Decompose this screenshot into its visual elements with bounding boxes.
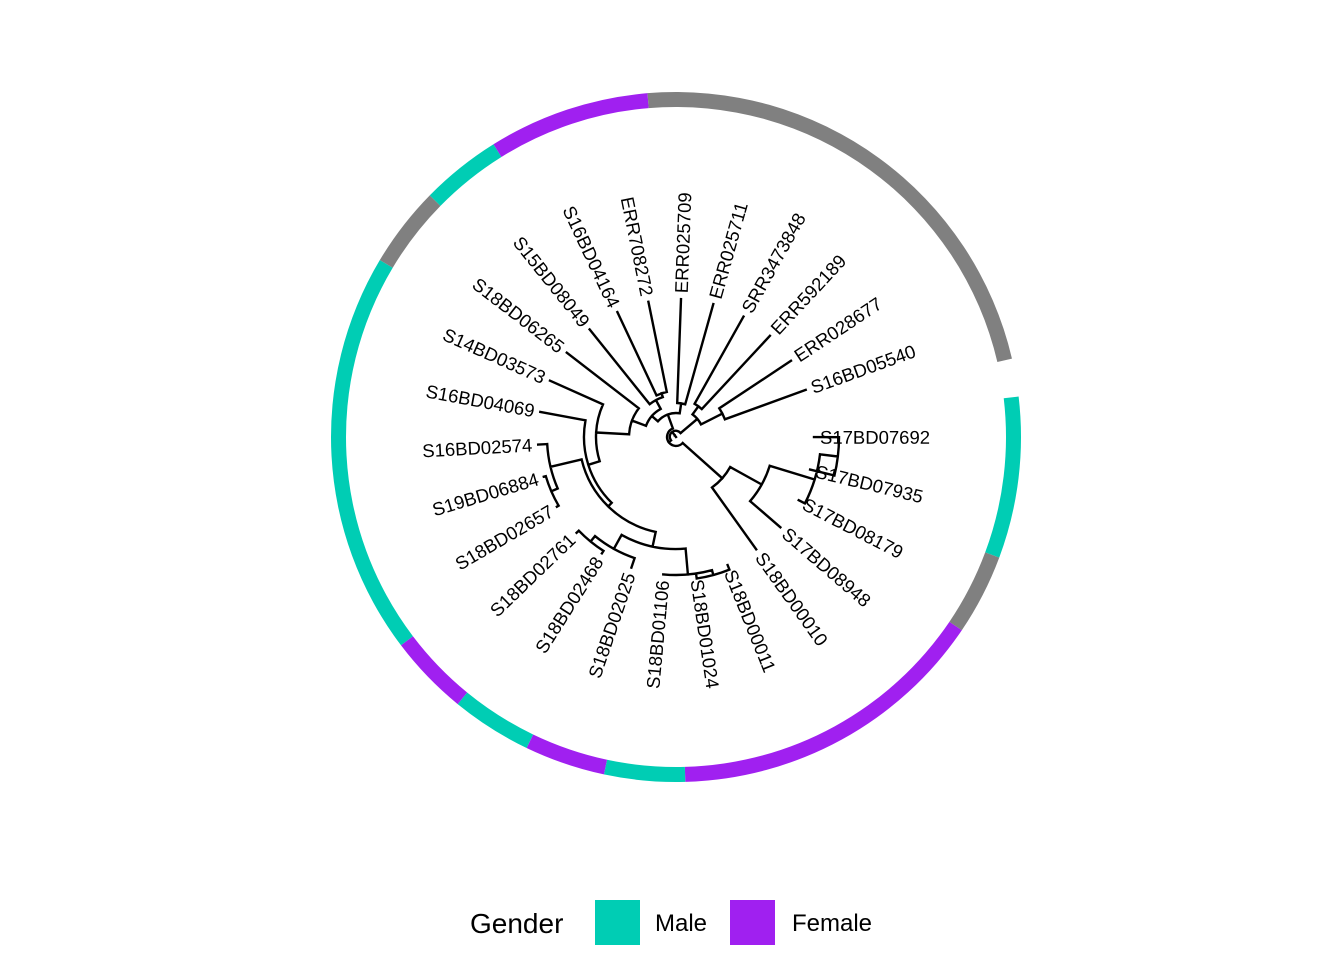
gender-ring-segment [985, 396, 1021, 558]
gender-ring-segment [379, 195, 441, 268]
tip-label: S18BD01024 [687, 578, 724, 690]
gender-ring-segment [684, 621, 962, 782]
gender-ring-segment [331, 260, 413, 646]
gender-ring-segment [603, 759, 686, 782]
tip-label: S16BD04069 [424, 381, 536, 422]
tip-label: ERR025711 [705, 200, 752, 301]
gender-ring-segment [647, 92, 1012, 362]
tip-label: S17BD07935 [813, 461, 925, 507]
tip-label: S16BD02574 [422, 434, 533, 461]
tree-branches [536, 297, 841, 580]
legend: Gender Male Female [470, 900, 872, 945]
tip-labels: S17BD07692S17BD07935S17BD08179S17BD08948… [422, 192, 930, 690]
legend-label-female: Female [792, 910, 872, 937]
legend-title: Gender [470, 908, 563, 939]
legend-label-male: Male [655, 910, 707, 937]
gender-ring-segment [526, 734, 608, 775]
gender-ring-segment [429, 144, 502, 206]
tip-label: S17BD07692 [820, 427, 930, 448]
tip-label: S18BD01106 [642, 579, 673, 689]
gender-ring-segment [457, 692, 534, 748]
branch-paths [536, 297, 841, 580]
gender-annotation-ring [331, 92, 1021, 782]
tip-label: ERR025709 [671, 192, 696, 293]
legend-swatch-male [595, 900, 640, 945]
tip-label: ERR708272 [617, 195, 658, 298]
gender-ring-segment [400, 636, 468, 705]
gender-ring-segment [493, 93, 649, 157]
legend-swatch-female [730, 900, 775, 945]
gender-ring-segment [949, 552, 1000, 631]
